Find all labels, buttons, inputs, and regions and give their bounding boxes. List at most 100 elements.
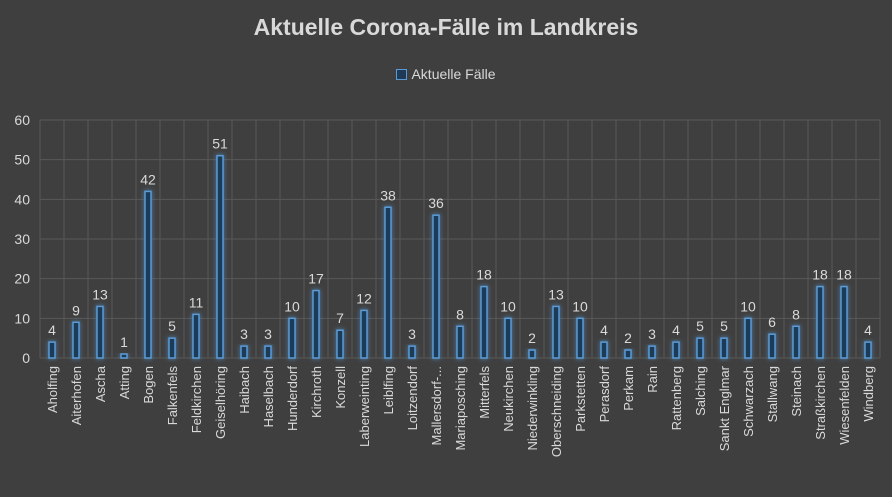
bar xyxy=(264,345,272,359)
bar xyxy=(480,285,488,359)
data-label: 4 xyxy=(600,322,608,338)
x-tick-label: Rattenberg xyxy=(669,366,684,430)
data-label: 18 xyxy=(476,267,492,283)
bar xyxy=(192,313,200,359)
bar xyxy=(576,317,584,359)
x-tick-label: Leiblfing xyxy=(381,366,396,414)
bar xyxy=(456,325,464,359)
bar xyxy=(504,317,512,359)
bar xyxy=(360,309,368,359)
x-tick-label: Konzell xyxy=(333,366,348,409)
data-label: 5 xyxy=(720,318,728,334)
data-label: 10 xyxy=(572,298,588,314)
data-label: 12 xyxy=(356,290,372,306)
bar xyxy=(720,337,728,359)
bar xyxy=(144,190,152,359)
bar xyxy=(552,305,560,359)
x-tick-label: Mariaposching xyxy=(453,366,468,451)
y-tick-label: 60 xyxy=(14,112,30,128)
data-label: 3 xyxy=(648,326,656,342)
x-tick-label: Hunderdorf xyxy=(285,366,300,431)
x-tick-label: Ascha xyxy=(93,365,108,402)
x-tick-label: Atting xyxy=(117,366,132,399)
bar xyxy=(840,285,848,359)
data-label: 3 xyxy=(408,326,416,342)
data-label: 42 xyxy=(140,171,156,187)
chart-title: Aktuelle Corona-Fälle im Landkreis xyxy=(253,14,639,40)
bar xyxy=(96,305,104,359)
x-tick-label: Kirchroth xyxy=(309,366,324,418)
data-label: 3 xyxy=(264,326,272,342)
x-tick-label: Mitterfels xyxy=(477,366,492,419)
bar xyxy=(696,337,704,359)
bar xyxy=(168,337,176,359)
data-label: 18 xyxy=(836,267,852,283)
data-label: 1 xyxy=(120,334,128,350)
data-label: 36 xyxy=(428,195,444,211)
bar xyxy=(744,317,752,359)
bar xyxy=(288,317,296,359)
x-tick-label: Bogen xyxy=(141,366,156,404)
bar xyxy=(792,325,800,359)
legend-swatch xyxy=(396,68,408,80)
data-label: 8 xyxy=(792,306,800,322)
x-tick-label: Salching xyxy=(693,366,708,416)
data-label: 13 xyxy=(548,286,564,302)
data-label: 4 xyxy=(672,322,680,338)
bar xyxy=(384,206,392,359)
y-tick-label: 20 xyxy=(14,271,30,287)
x-tick-label: Rain xyxy=(645,366,660,393)
x-tick-label: Windberg xyxy=(861,366,876,422)
y-tick-label: 50 xyxy=(14,152,30,168)
y-tick-label: 0 xyxy=(22,350,30,366)
x-tick-label: Oberschneiding xyxy=(549,366,564,457)
bar xyxy=(408,345,416,359)
data-label: 4 xyxy=(48,322,56,338)
x-tick-label: Straßkirchen xyxy=(813,366,828,440)
data-label: 3 xyxy=(240,326,248,342)
x-tick-label: Laberweinting xyxy=(357,366,372,447)
bar xyxy=(120,353,128,359)
data-label: 4 xyxy=(864,322,872,338)
data-label: 38 xyxy=(380,187,396,203)
data-label: 18 xyxy=(812,267,828,283)
bar xyxy=(336,329,344,359)
bar xyxy=(816,285,824,359)
x-tick-label: Perkam xyxy=(621,366,636,411)
x-tick-label: Steinach xyxy=(789,366,804,417)
data-label: 6 xyxy=(768,314,776,330)
data-label: 10 xyxy=(740,298,756,314)
bar xyxy=(864,341,872,359)
data-label: 5 xyxy=(168,318,176,334)
y-tick-label: 10 xyxy=(14,310,30,326)
x-tick-label: Haibach xyxy=(237,366,252,414)
x-tick-label: Haselbach xyxy=(261,366,276,427)
bar xyxy=(216,154,224,359)
data-label: 17 xyxy=(308,271,324,287)
legend: Aktuelle Fälle xyxy=(0,66,892,82)
bar xyxy=(672,341,680,359)
bar xyxy=(432,214,440,359)
data-label: 5 xyxy=(696,318,704,334)
bar xyxy=(600,341,608,359)
bar xyxy=(648,345,656,359)
x-tick-label: Feldkirchen xyxy=(189,366,204,433)
x-tick-label: Aiterhofen xyxy=(69,366,84,425)
data-label: 51 xyxy=(212,136,228,152)
bar xyxy=(72,321,80,359)
x-tick-label: Stallwang xyxy=(765,366,780,422)
data-label: 13 xyxy=(92,286,108,302)
data-label: 10 xyxy=(500,298,516,314)
x-tick-label: Parkstetten xyxy=(573,366,588,432)
bar xyxy=(312,289,320,359)
x-tick-label: Sankt Englmar xyxy=(717,365,732,451)
x-tick-label: Schwarzach xyxy=(741,366,756,437)
x-tick-label: Geiselhöring xyxy=(213,366,228,439)
data-label: 10 xyxy=(284,298,300,314)
legend-label: Aktuelle Fälle xyxy=(411,66,496,82)
data-label: 2 xyxy=(624,330,632,346)
x-tick-label: Wiesenfelden xyxy=(837,366,852,445)
x-tick-label: Mallersdorf-... xyxy=(429,366,444,445)
